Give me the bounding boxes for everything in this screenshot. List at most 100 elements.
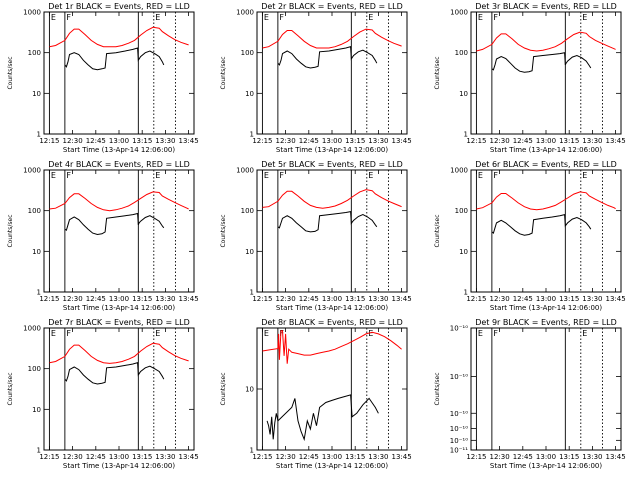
x-tick-label: 13:00	[322, 137, 342, 145]
detector-panel: Det 5r BLACK = Events, RED = LLD 12:15 12:…	[220, 160, 412, 312]
time-marker-label: F	[493, 13, 498, 22]
x-tick-label: 13:15	[559, 137, 579, 145]
time-marker-label: E	[478, 329, 483, 338]
y-tick-label: 10	[32, 90, 41, 98]
time-marker-label: F	[66, 329, 71, 338]
time-marker-label: E	[582, 171, 587, 180]
y-tick-label: 10⁻¹⁰	[450, 437, 468, 445]
y-tick-label: 1000	[450, 9, 468, 17]
time-marker-label: F	[66, 13, 71, 22]
time-marker-label: E	[264, 171, 269, 180]
detector-panel: Det 1r BLACK = Events, RED = LLD 12:15 12:…	[7, 2, 199, 154]
x-tick-label: 12:45	[299, 295, 319, 303]
time-marker-label: E	[155, 329, 160, 338]
x-tick-label: 12:15	[39, 295, 59, 303]
series-line-lld	[262, 28, 402, 49]
y-tick-label: 1	[37, 131, 41, 139]
series-line-lld	[476, 191, 616, 211]
y-tick-label: 100	[28, 365, 41, 373]
x-tick-label: 13:45	[605, 453, 625, 461]
y-tick-label: 10⁻¹⁰	[450, 373, 468, 381]
plot-frame	[43, 327, 195, 451]
x-tick-label: 13:15	[345, 453, 365, 461]
x-tick-label: 12:30	[63, 137, 83, 145]
series-line-lld	[49, 191, 189, 212]
x-tick-label: 12:15	[466, 295, 486, 303]
series-line-events	[491, 213, 592, 236]
time-marker-label: F	[66, 171, 71, 180]
y-axis-label: Counts/sec	[220, 372, 227, 405]
series-line-events	[64, 47, 165, 71]
panel-title: Det 6r BLACK = Events, RED = LLD	[475, 160, 617, 169]
y-tick-label: 10⁻¹¹	[450, 447, 468, 455]
y-tick-label: 1000	[236, 9, 254, 17]
x-tick-label: 13:15	[132, 295, 152, 303]
plot-frame	[256, 169, 408, 293]
x-tick-label: 12:30	[276, 295, 296, 303]
y-tick-label: 10	[245, 386, 254, 394]
series-line-lld	[476, 31, 616, 52]
y-tick-label: 100	[455, 49, 468, 57]
x-tick-label: 12:45	[86, 137, 106, 145]
time-marker-label: E	[51, 329, 56, 338]
detector-panel: Det 9r BLACK = Events, RED = LLD 12:15 12:…	[434, 318, 626, 470]
x-tick-label: 12:45	[86, 295, 106, 303]
x-tick-label: 12:45	[299, 453, 319, 461]
series-line-lld	[49, 26, 189, 48]
x-tick-label: 13:15	[559, 295, 579, 303]
time-marker-label: E	[264, 13, 269, 22]
y-tick-label: 100	[455, 207, 468, 215]
x-tick-label: 12:30	[63, 295, 83, 303]
series-line-lld	[262, 189, 402, 209]
time-marker-label: E	[264, 329, 269, 338]
x-axis-label: Start Time (13-Apr-14 12:06:00)	[490, 462, 602, 470]
series-line-events	[277, 46, 378, 69]
x-tick-label: 12:30	[63, 453, 83, 461]
x-tick-label: 12:45	[513, 453, 533, 461]
y-axis-label: Counts/sec	[220, 214, 227, 247]
x-tick-label: 12:15	[39, 137, 59, 145]
y-tick-label: 10⁻¹⁰	[450, 325, 468, 333]
x-tick-label: 12:45	[86, 453, 106, 461]
series-line-lld	[49, 342, 189, 364]
x-axis-label: Start Time (13-Apr-14 12:06:00)	[63, 304, 175, 312]
y-tick-label: 10⁻¹⁰	[450, 410, 468, 418]
y-tick-label: 1000	[236, 167, 254, 175]
x-axis-label: Start Time (13-Apr-14 12:06:00)	[276, 146, 388, 154]
time-marker-label: E	[155, 13, 160, 22]
y-axis-label: Counts/sec	[434, 56, 441, 89]
panel-title: Det 9r BLACK = Events, RED = LLD	[475, 318, 617, 327]
x-tick-label: 12:30	[276, 453, 296, 461]
panel-title: Det 1r BLACK = Events, RED = LLD	[48, 2, 190, 11]
series-line-lld	[262, 330, 402, 364]
time-marker-label: E	[478, 13, 483, 22]
y-axis-label: Counts/sec	[220, 56, 227, 89]
panel-title: Det 2r BLACK = Events, RED = LLD	[261, 2, 403, 11]
x-tick-label: 13:45	[391, 137, 411, 145]
x-tick-label: 13:15	[559, 453, 579, 461]
x-axis-label: Start Time (13-Apr-14 12:06:00)	[63, 462, 175, 470]
y-tick-label: 100	[241, 49, 254, 57]
y-tick-label: 1	[37, 447, 41, 455]
plot-frame	[470, 11, 622, 135]
x-tick-label: 13:00	[322, 295, 342, 303]
x-tick-label: 13:00	[109, 453, 129, 461]
x-axis-label: Start Time (13-Apr-14 12:06:00)	[63, 146, 175, 154]
detector-panel: Det 6r BLACK = Events, RED = LLD 12:15 12:…	[434, 160, 626, 312]
x-axis-label: Start Time (13-Apr-14 12:06:00)	[490, 146, 602, 154]
y-tick-label: 1000	[450, 167, 468, 175]
time-marker-label: E	[368, 329, 373, 338]
x-tick-label: 13:30	[582, 137, 602, 145]
x-tick-label: 13:30	[368, 137, 388, 145]
y-axis-label: Counts/sec	[7, 214, 14, 247]
time-marker-label: F	[279, 13, 284, 22]
detector-panel: Det 7r BLACK = Events, RED = LLD 12:15 12:…	[7, 318, 199, 470]
plot-frame	[43, 11, 195, 135]
x-tick-label: 13:15	[345, 295, 365, 303]
x-tick-label: 13:45	[391, 295, 411, 303]
x-tick-label: 13:00	[109, 137, 129, 145]
time-marker-label: F	[493, 329, 498, 338]
x-tick-label: 13:00	[109, 295, 129, 303]
y-tick-label: 10	[32, 406, 41, 414]
